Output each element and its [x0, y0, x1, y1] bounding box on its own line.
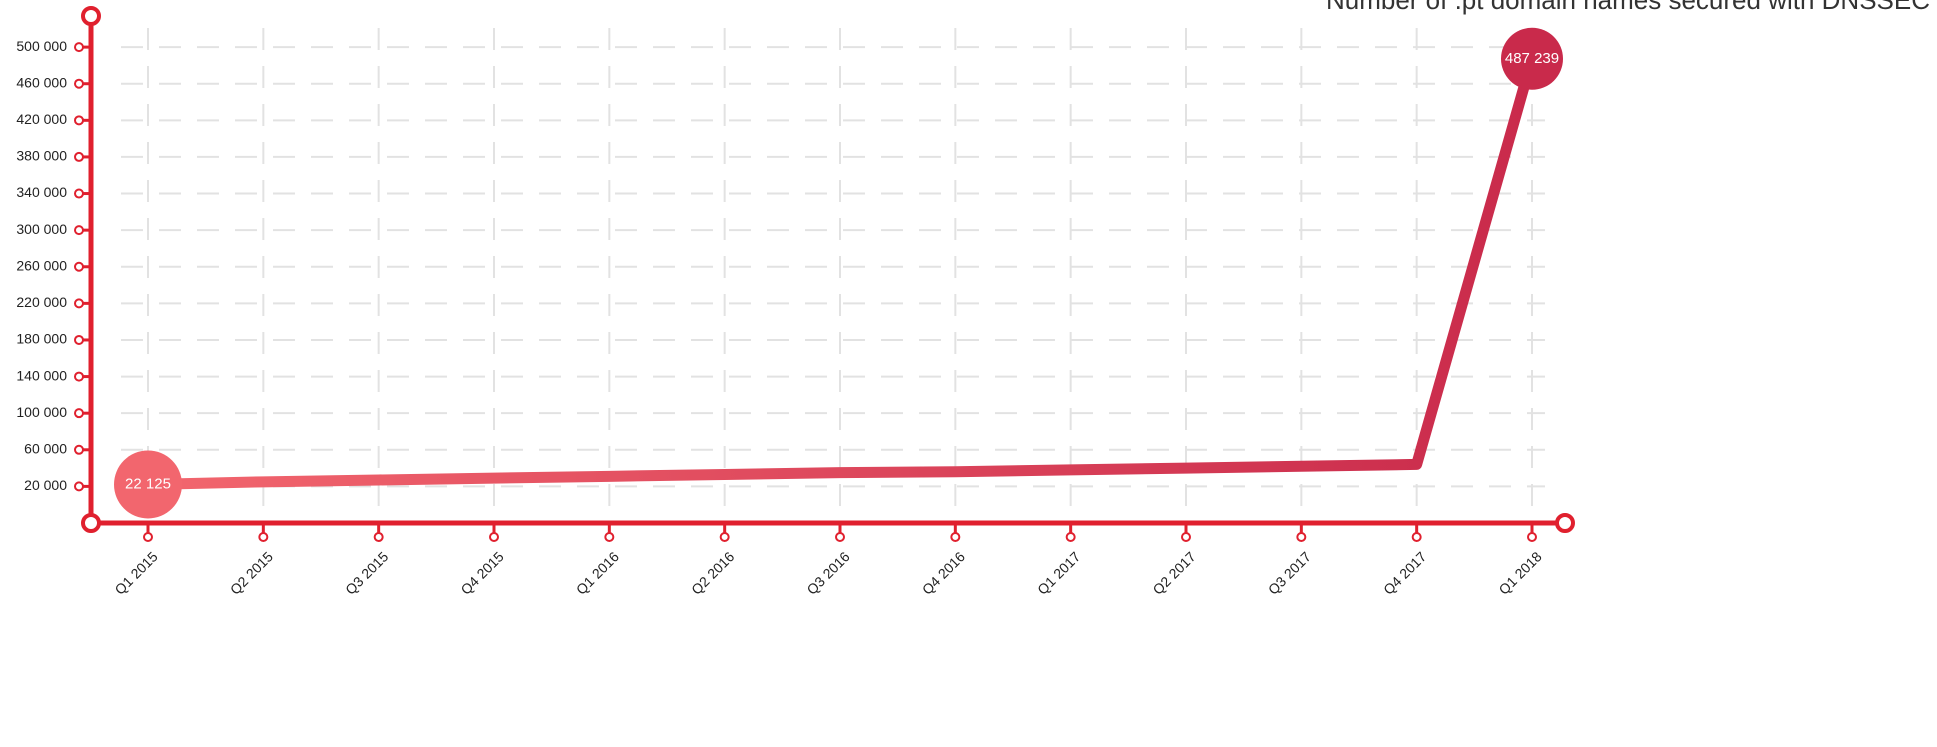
x-tick-dot: [1411, 532, 1422, 542]
point-bubble: [1501, 27, 1563, 90]
y-tick-dot: [74, 444, 84, 455]
x-tick-dot: [1296, 532, 1307, 542]
y-tick-dot: [74, 334, 84, 345]
y-tick-label: 300 000: [16, 221, 67, 237]
y-tick-dot: [74, 225, 84, 236]
x-tick-label: Q2 2017: [1149, 548, 1198, 597]
y-tick-dot: [74, 42, 84, 53]
y-tick-label: 20 000: [24, 477, 67, 493]
y-tick-dot: [74, 78, 84, 89]
x-tick-label: Q2 2015: [227, 548, 276, 597]
y-tick-label: 180 000: [16, 331, 67, 347]
y-tick-dot: [74, 371, 84, 382]
x-tick-label: Q3 2017: [1265, 548, 1314, 597]
y-tick-label: 380 000: [16, 148, 67, 164]
x-tick-label: Q3 2015: [342, 548, 391, 597]
x-tick-label: Q3 2016: [803, 548, 852, 597]
axis-end: [1555, 513, 1575, 533]
y-tick-dot: [74, 481, 84, 492]
x-tick-label: Q4 2017: [1380, 548, 1429, 597]
x-tick-dot: [719, 532, 730, 542]
y-tick-dot: [74, 261, 84, 272]
y-tick-label: 460 000: [16, 74, 67, 90]
x-tick-dot: [950, 532, 961, 542]
x-tick-dot: [1065, 532, 1076, 542]
y-tick-dot: [74, 298, 84, 309]
value-label: 487 239: [1505, 50, 1559, 67]
y-tick-label: 140 000: [16, 367, 67, 383]
point-bubble: [114, 450, 182, 519]
x-tick-label: Q4 2015: [457, 548, 506, 597]
axis-end: [81, 6, 101, 26]
x-tick-dot: [1527, 532, 1537, 542]
x-tick-dot: [373, 532, 384, 542]
chart-title: Number of .pt domain names secured with …: [1326, 0, 1930, 15]
x-tick-label: Q4 2016: [919, 548, 968, 597]
line: [147, 57, 1538, 490]
y-tick-label: 100 000: [16, 404, 67, 420]
y-tick-label: 60 000: [24, 440, 67, 456]
y-tick-label: 340 000: [16, 184, 67, 200]
y-tick-label: 260 000: [16, 257, 67, 273]
y-tick-dot: [74, 408, 84, 419]
y-tick-label: 420 000: [16, 111, 67, 127]
x-tick-label: Q1 2015: [111, 548, 160, 597]
y-tick-dot: [74, 188, 84, 199]
x-tick-dot: [258, 532, 269, 542]
value-label: 22 125: [125, 475, 171, 492]
x-tick-dot: [1181, 532, 1191, 542]
x-tick-label: Q1 2017: [1034, 548, 1083, 597]
y-tick-dot: [74, 151, 84, 162]
x-tick-label: Q1 2018: [1495, 548, 1544, 597]
x-tick-label: Q1 2016: [573, 548, 622, 597]
x-tick-label: Q2 2016: [688, 548, 737, 597]
x-tick-dot: [604, 532, 615, 542]
x-tick-dot: [489, 532, 499, 542]
x-tick-dot: [143, 532, 153, 542]
y-tick-dot: [74, 115, 84, 126]
x-tick-dot: [835, 532, 845, 542]
axis-end: [81, 513, 101, 533]
y-tick-label: 220 000: [16, 294, 67, 310]
y-tick-label: 500 000: [16, 38, 67, 54]
